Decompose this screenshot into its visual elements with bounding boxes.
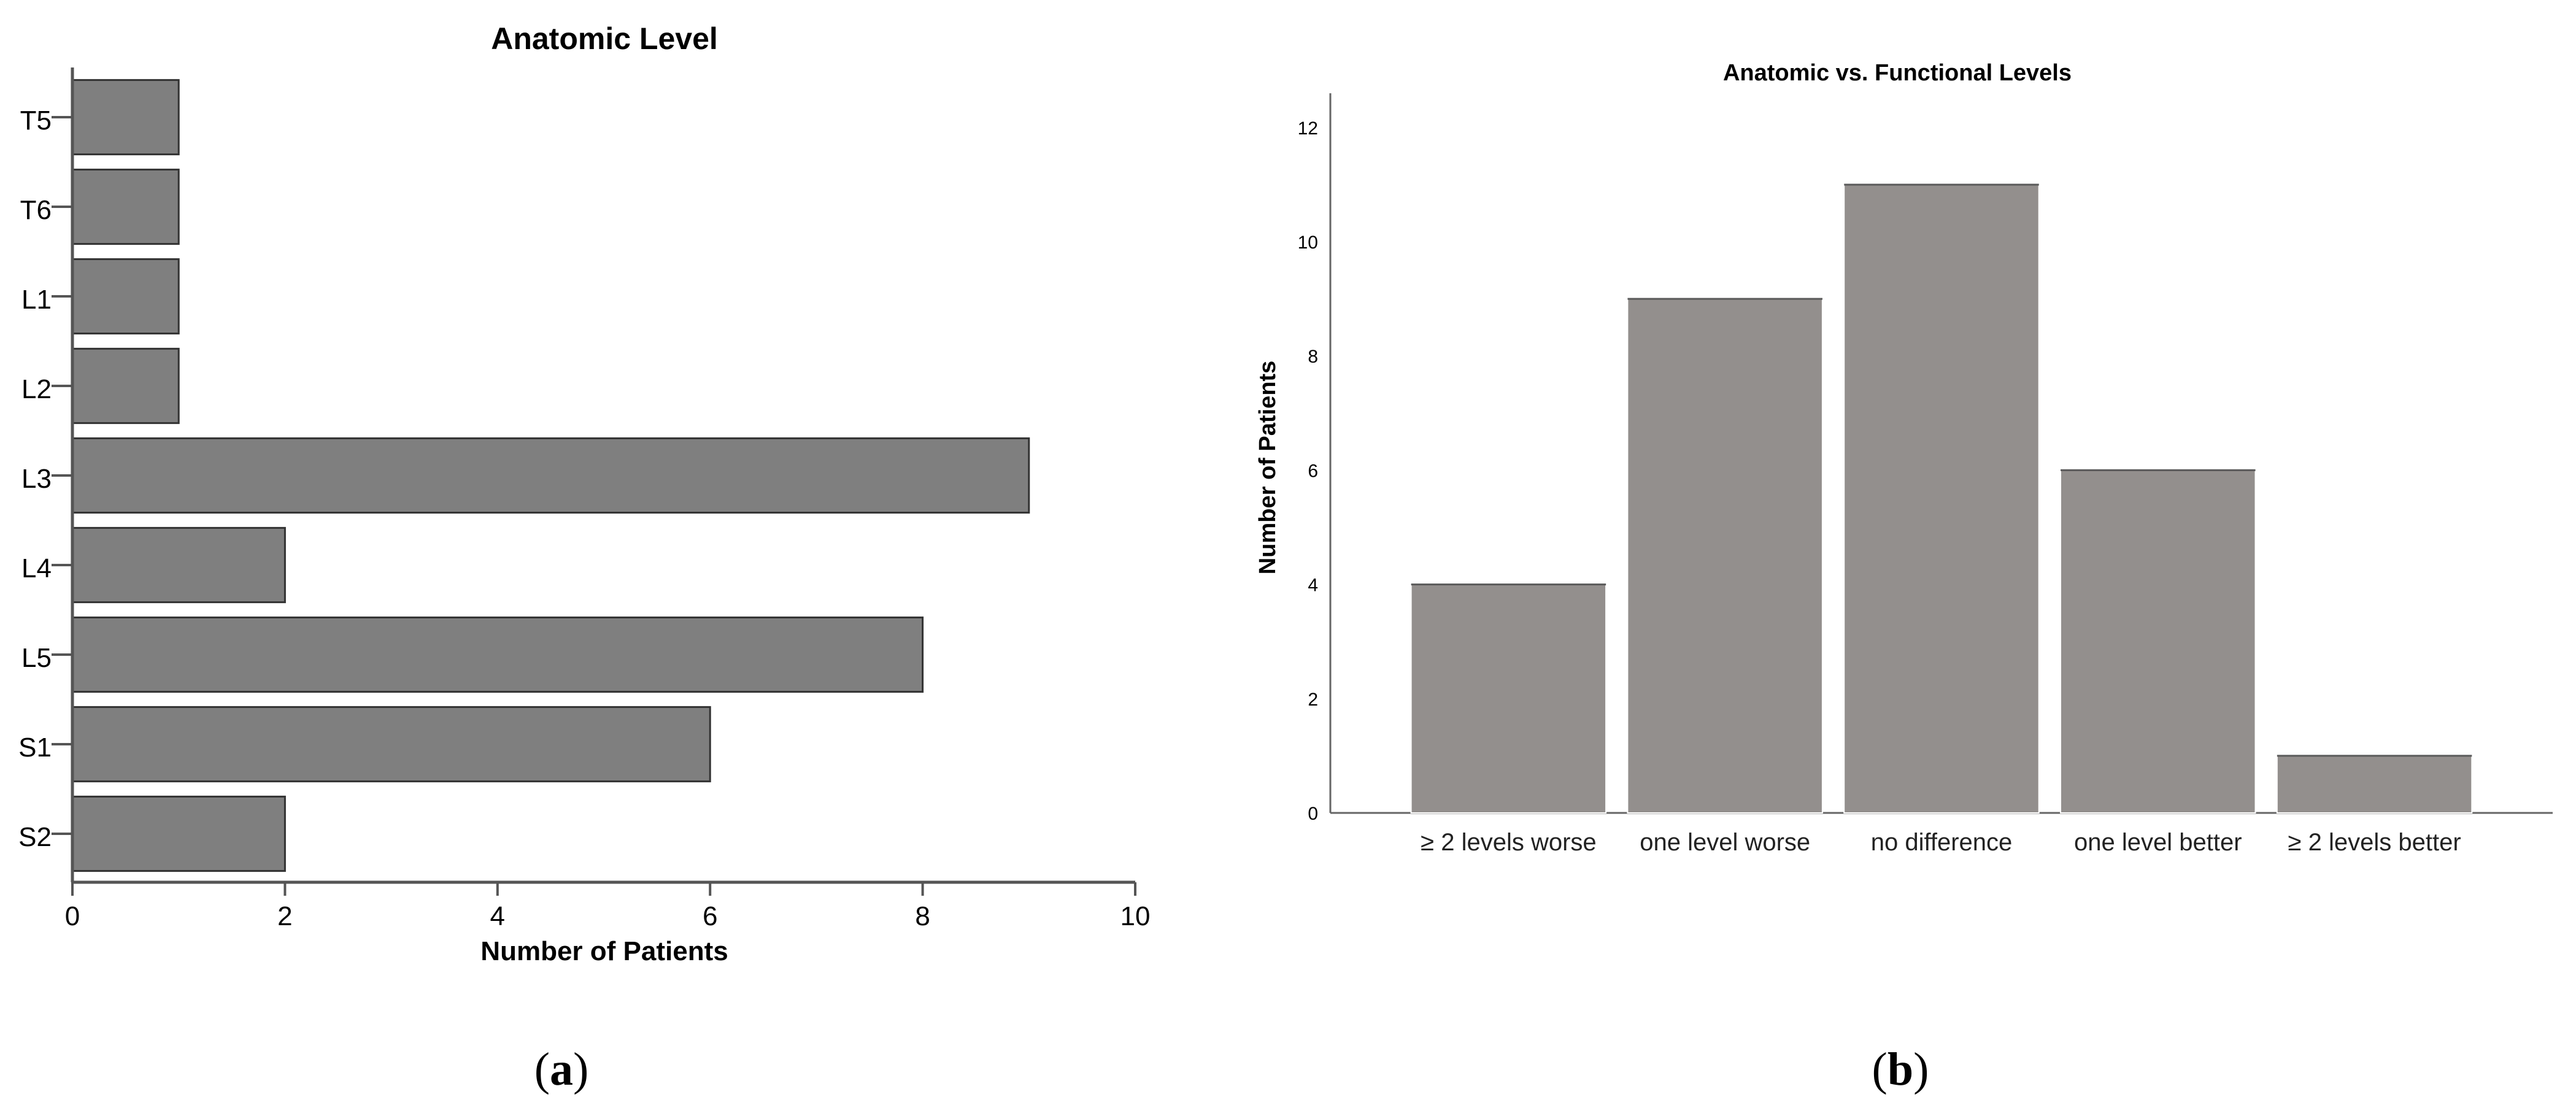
- x-tick-label-cat-2: no difference: [1871, 829, 2013, 856]
- chart-b-y-axis-label: Number of Patients: [1255, 361, 1281, 574]
- bar-t5: [71, 79, 180, 156]
- bar-l2: [71, 347, 180, 425]
- bar-l3: [71, 437, 1030, 514]
- y-tick-label-l2: L2: [21, 374, 52, 404]
- chart-a-title: Anatomic Level: [491, 21, 718, 56]
- bar-cat-0: [1410, 583, 1607, 814]
- x-tick-label-6: 6: [703, 901, 717, 931]
- bar-cat-2: [1843, 184, 2040, 814]
- panel-label-b-letter: b: [1888, 1044, 1913, 1095]
- bar-t6: [71, 168, 180, 245]
- bar-cat-3: [2060, 469, 2256, 814]
- chart-a-x-axis-label: Number of Patients: [480, 936, 728, 966]
- x-tick-label-4: 4: [490, 901, 505, 931]
- y-tick-label-t6: T6: [20, 195, 52, 225]
- y-tick-label-l1: L1: [21, 285, 52, 315]
- y-tick-label-l5: L5: [21, 643, 52, 673]
- x-tick-label-cat-4: ≥ 2 levels better: [2288, 829, 2461, 856]
- bar-l5: [71, 616, 924, 693]
- panel-label-a: (a): [534, 1044, 589, 1095]
- bar-s1: [71, 706, 711, 783]
- bar-cat-4: [2276, 755, 2473, 814]
- bar-s2: [71, 795, 286, 872]
- y-tick-label-2: 2: [1308, 690, 1318, 710]
- bar-l4: [71, 526, 286, 604]
- panel-label-b: (b): [1872, 1044, 1929, 1095]
- x-tick-label-cat-0: ≥ 2 levels worse: [1421, 829, 1597, 856]
- bar-l1: [71, 258, 180, 335]
- y-tick-label-10: 10: [1298, 233, 1318, 253]
- chart-b-title: Anatomic vs. Functional Levels: [1723, 60, 2072, 86]
- x-tick-label-cat-1: one level worse: [1640, 829, 1810, 856]
- y-tick-label-t5: T5: [20, 106, 52, 136]
- panel-label-a-letter: a: [550, 1044, 573, 1095]
- y-tick-label-l4: L4: [21, 553, 52, 583]
- x-tick-label-cat-3: one level better: [2074, 829, 2242, 856]
- x-tick-label-0: 0: [65, 901, 80, 931]
- y-tick-label-l3: L3: [21, 464, 52, 494]
- chart-anatomic-level: Anatomic Level Number of Patients T5 T6 L1…: [18, 21, 1150, 966]
- x-tick-label-2: 2: [277, 901, 292, 931]
- x-tick-label-8: 8: [915, 901, 930, 931]
- y-tick-label-6: 6: [1308, 461, 1318, 481]
- y-tick-label-0: 0: [1308, 804, 1318, 824]
- y-tick-label-12: 12: [1298, 118, 1318, 139]
- y-tick-label-4: 4: [1308, 575, 1318, 596]
- y-tick-label-s1: S1: [18, 733, 52, 763]
- x-tick-label-10: 10: [1120, 901, 1151, 931]
- y-tick-label-8: 8: [1308, 347, 1318, 367]
- bar-cat-1: [1627, 298, 1823, 814]
- chart-anatomic-vs-functional: Anatomic vs. Functional Levels Number of…: [1255, 60, 2553, 856]
- y-tick-label-s2: S2: [18, 822, 52, 852]
